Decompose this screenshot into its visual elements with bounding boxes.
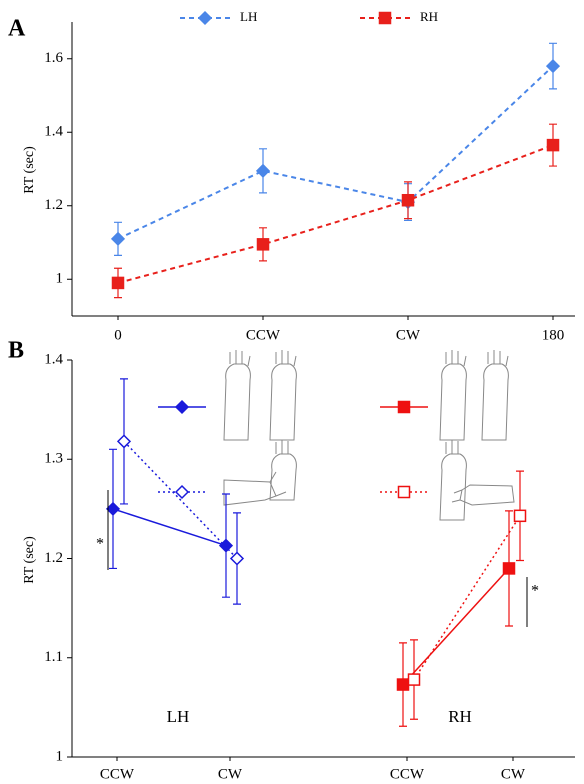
data-point [502, 562, 516, 575]
x-tick-label: CW [218, 766, 243, 782]
y-tick-label: 1.1 [44, 649, 63, 665]
data-point [218, 538, 234, 553]
annotation: * [531, 583, 539, 600]
legend-marker [378, 11, 392, 25]
series-line [117, 65, 554, 240]
series-line [402, 567, 510, 686]
panel-label: B [8, 338, 24, 364]
y-tick-label: 1.4 [44, 351, 63, 367]
data-point [545, 59, 561, 74]
legend-marker [397, 485, 411, 499]
y-axis-label: RT (sec) [22, 536, 37, 584]
x-tick-label: CCW [246, 327, 281, 343]
y-tick-label: 1.2 [44, 550, 63, 566]
y-tick-label: 1.2 [44, 197, 63, 213]
data-point [396, 678, 410, 691]
hand-icons [223, 350, 515, 521]
y-axis-label: RT (sec) [22, 146, 37, 194]
y-tick-label: 1.4 [44, 124, 63, 140]
y-tick-label: 1 [56, 748, 64, 764]
data-point [401, 193, 415, 207]
data-point [229, 551, 245, 566]
legend-marker [174, 484, 190, 500]
x-tick-label: CW [396, 327, 421, 343]
x-tick-label: CCW [390, 766, 425, 782]
group-label: LH [167, 707, 190, 726]
x-tick-label: CW [501, 766, 526, 782]
data-point [105, 501, 121, 516]
y-tick-label: 1.3 [44, 451, 63, 467]
annotation: * [96, 536, 104, 553]
x-tick-label: 0 [114, 327, 122, 343]
y-tick-label: 1.6 [44, 50, 63, 66]
data-point [546, 138, 560, 152]
series-line [123, 440, 238, 560]
data-point [407, 673, 421, 686]
data-point [513, 509, 527, 523]
data-point [116, 434, 132, 449]
series-line [117, 144, 554, 284]
series-line [112, 508, 227, 547]
legend-label: RH [420, 9, 438, 24]
y-tick-label: 1 [56, 271, 64, 287]
legend-label: LH [240, 9, 257, 24]
legend-marker [397, 400, 411, 414]
data-point [255, 163, 271, 178]
group-label: RH [448, 707, 472, 726]
legend-marker [174, 399, 190, 415]
data-point [256, 238, 270, 251]
data-point [110, 231, 126, 246]
panel-label: A [8, 16, 26, 42]
x-tick-label: CCW [100, 766, 135, 782]
x-tick-label: 180 [542, 327, 565, 343]
legend-marker [197, 10, 213, 26]
data-point [111, 276, 125, 290]
